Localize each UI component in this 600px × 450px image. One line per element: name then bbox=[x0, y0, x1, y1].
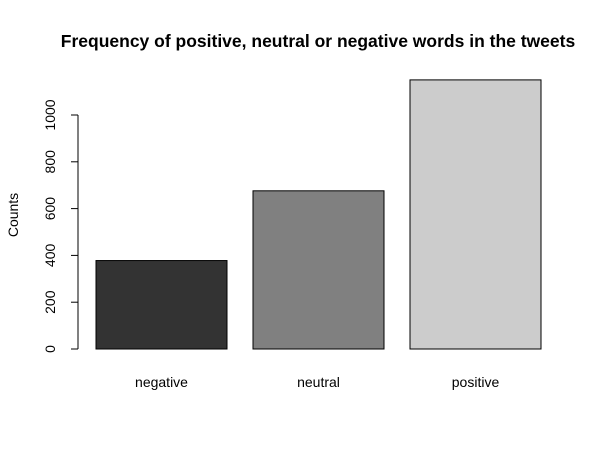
bar-positive bbox=[409, 79, 542, 350]
chart-title: Frequency of positive, neutral or negati… bbox=[61, 31, 576, 51]
x-tick-label-negative: negative bbox=[135, 374, 188, 390]
bar-negative bbox=[95, 260, 228, 350]
y-tick-label: 200 bbox=[42, 290, 58, 314]
y-tick-label: 400 bbox=[42, 244, 58, 268]
y-tick-label: 1000 bbox=[42, 99, 58, 130]
y-tick-label: 600 bbox=[42, 197, 58, 221]
y-axis-label: Counts bbox=[5, 193, 21, 237]
x-tick-label-neutral: neutral bbox=[297, 374, 340, 390]
bars-group bbox=[95, 79, 542, 350]
x-tick-labels: negative neutral positive bbox=[135, 374, 499, 390]
y-axis: 0 200 400 600 800 1000 bbox=[42, 99, 79, 353]
y-tick-label: 0 bbox=[42, 345, 58, 353]
y-tick-label: 800 bbox=[42, 150, 58, 174]
x-tick-label-positive: positive bbox=[452, 374, 500, 390]
bar-neutral bbox=[252, 190, 385, 350]
